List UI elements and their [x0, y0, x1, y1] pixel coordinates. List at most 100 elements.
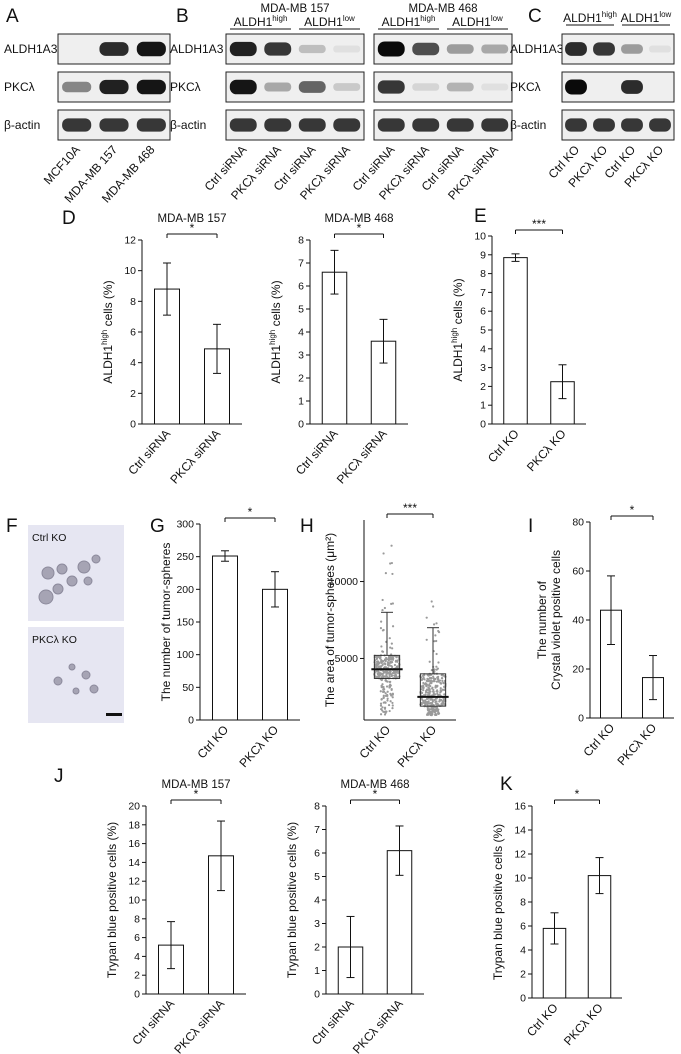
blot-band — [621, 118, 643, 132]
y-tick-label: 8 — [130, 296, 136, 308]
y-axis-label: The area of tumor-spheres (μm²) — [323, 533, 337, 707]
data-point — [390, 674, 393, 678]
blot-row-label: PKCλ — [510, 80, 541, 94]
data-point — [430, 707, 433, 711]
y-tick-label: 10000 — [329, 576, 358, 588]
data-point — [426, 702, 429, 705]
blot-band — [412, 42, 440, 56]
y-tick-label: 6 — [314, 848, 320, 860]
sphere — [38, 589, 54, 605]
data-point — [388, 709, 391, 713]
y-tick-label: 60 — [572, 566, 584, 578]
bar — [503, 257, 528, 425]
y-tick-label: 1 — [298, 396, 304, 408]
x-tick-label: PKCλ KO — [561, 1001, 606, 1049]
group-header-sup: high — [420, 14, 435, 23]
blot-band — [649, 45, 671, 53]
panel-letter: K — [500, 774, 513, 795]
y-label-main: Trypan blue positive cells (%) — [105, 822, 119, 978]
data-point — [390, 561, 394, 565]
data-point — [433, 713, 437, 716]
blot-band — [621, 80, 643, 94]
data-point — [384, 679, 387, 682]
y-label-rest: cells (%) — [269, 280, 283, 329]
y-axis-label: ALDH1high cells (%) — [450, 278, 465, 381]
data-point — [391, 647, 394, 650]
chart-I: 0 20 40 60 80 The number of Crystal violet pos… — [535, 503, 674, 768]
y-tick-label: 12 — [128, 876, 140, 888]
data-point — [381, 672, 384, 676]
y-tick-label: 50 — [182, 682, 194, 694]
blot-band — [412, 83, 440, 91]
y-tick-label: 6 — [130, 327, 136, 339]
y-tick-label: 10 — [474, 231, 486, 243]
y-axis-label: ALDH1high cells (%) — [100, 280, 115, 383]
data-point — [388, 686, 391, 689]
data-point — [384, 572, 387, 575]
data-point — [394, 660, 397, 663]
y-tick-label: 6 — [520, 921, 526, 933]
y-axis-label: Trypan blue positive cells (%) — [105, 822, 119, 978]
data-point — [379, 627, 383, 630]
data-point — [423, 678, 426, 681]
panel-letter: C — [528, 6, 542, 27]
data-point — [425, 638, 428, 641]
data-point — [420, 678, 423, 682]
y-axis-label-2: Crystal violet positive cells — [549, 550, 563, 690]
group-header-main: ALDH1 — [234, 15, 273, 29]
data-point — [442, 700, 445, 703]
blot-row-label: ALDH1A3 — [4, 42, 58, 56]
data-point — [381, 650, 384, 653]
sphere — [52, 583, 64, 595]
x-tick-label: Ctrl siRNA — [125, 427, 173, 478]
blot-title: MDA-MB 157 — [260, 3, 329, 15]
data-point — [377, 655, 380, 658]
group-header-main: ALDH1 — [382, 15, 421, 29]
y-axis-label: Trypan blue positive cells (%) — [491, 824, 505, 980]
data-point — [391, 693, 394, 696]
micrograph-label: PKCλ KO — [32, 634, 77, 646]
blot-band — [264, 82, 292, 92]
x-tick-label: PKCλ KO — [394, 723, 439, 771]
data-point — [391, 602, 395, 605]
data-point — [434, 697, 437, 700]
chart-D2: 0 1 2 3 4 5 6 7 8 MDA-MB 468 ALDH1high cells (%) Ct… — [268, 213, 408, 487]
blot-band — [593, 42, 615, 56]
x-tick-label: PKCλ siRNA — [167, 427, 223, 487]
data-point — [380, 678, 383, 682]
data-point — [434, 634, 437, 637]
blot-band — [565, 79, 587, 95]
panel-letter: D — [62, 208, 76, 229]
sphere — [72, 687, 80, 695]
y-tick-label: 80 — [572, 517, 584, 529]
data-point — [429, 698, 432, 701]
y-label-main: ALDH1 — [269, 345, 283, 384]
y-tick-label: 10 — [124, 265, 136, 277]
y-tick-label: 1 — [480, 400, 486, 412]
B0-blot — [225, 33, 365, 141]
chart-K: 0 2 4 6 8 10 12 14 16 Trypan blue positive cells … — [491, 787, 622, 1048]
data-point — [382, 688, 385, 691]
bar — [262, 588, 288, 721]
data-point — [377, 670, 380, 673]
y-tick-label: 300 — [176, 519, 194, 531]
data-point — [386, 699, 389, 702]
data-point — [374, 663, 377, 666]
data-point — [384, 692, 387, 695]
y-tick-label: 9 — [480, 249, 486, 261]
sphere — [81, 670, 91, 680]
x-tick-label: PKCλ siRNA — [350, 997, 406, 1054]
data-point — [393, 663, 397, 667]
significance-star: * — [190, 221, 195, 235]
bar — [212, 555, 238, 721]
x-tick-label: Ctrl siRNA — [129, 997, 177, 1048]
data-point — [423, 702, 426, 705]
sphere — [66, 575, 78, 587]
group-header-sup: low — [491, 14, 503, 23]
y-tick-label: 4 — [520, 945, 526, 957]
x-tick-label: Ctrl siRNA — [293, 427, 341, 478]
data-point — [390, 661, 393, 664]
data-point — [381, 663, 384, 666]
data-point — [381, 690, 385, 694]
data-point — [385, 658, 389, 661]
